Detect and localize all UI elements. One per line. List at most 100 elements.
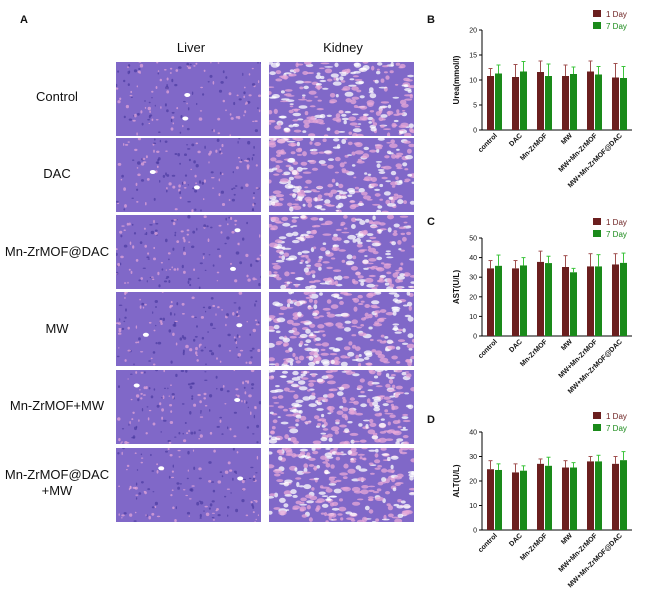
panel-d-bar-7day (620, 460, 627, 530)
panel-b-legend-label-1day: 1 Day (606, 10, 627, 19)
panel-c-bar-7day (620, 262, 627, 336)
panel-c-bar-7day (495, 265, 502, 336)
column-header-liver: Liver (176, 40, 206, 55)
panel-b-x-tick-label: control (477, 132, 499, 154)
panel-b-x-tick-label: Mn-ZrMOF (519, 132, 549, 162)
row-label-mn-zrmof-mw: Mn-ZrMOF+MW (9, 398, 105, 413)
micrograph-kidney-row-5 (269, 370, 414, 444)
panel-b-bar-7day (570, 74, 577, 130)
panel-c-legend-label-7day: 7 Day (606, 230, 627, 239)
row-label-dac: DAC (43, 166, 71, 181)
panel-c-y-tick-label: 10 (469, 314, 477, 321)
panel-b-bar-1day (487, 76, 494, 130)
panel-c-bar-1day (537, 261, 544, 336)
panel-b-bar-1day (562, 76, 569, 130)
panel-d-bar-7day (545, 465, 552, 530)
panel-c-y-tick-label: 0 (473, 334, 477, 341)
panel-d-bar-1day (612, 463, 619, 530)
micrograph-kidney-row-1 (269, 62, 414, 136)
panel-c-x-tick-label: Mn-ZrMOF (519, 338, 549, 368)
panel-b-bar-7day (520, 71, 527, 130)
panel-c-bar-1day (487, 268, 494, 336)
panel-d-bar-1day (587, 461, 594, 530)
panel-c-legend-swatch-7day (593, 230, 601, 237)
panel-d-bar-1day (562, 467, 569, 530)
panel-d-bar-7day (520, 470, 527, 530)
micrograph-kidney-row-3 (269, 215, 414, 289)
panel-c-y-tick-label: 30 (469, 275, 477, 282)
micrograph-kidney-row-2 (269, 138, 414, 212)
row-label-mn-zrmof-dac-mw: Mn-ZrMOF@DAC +MW (4, 467, 110, 498)
panel-b-x-tick-label: MW+Mn-ZrMOF@DAC (567, 132, 624, 189)
panel-b-bar-7day (595, 74, 602, 130)
panel-c-y-tick-label: 50 (469, 236, 477, 243)
panel-d-bar-7day (595, 461, 602, 530)
panel-c-legend-swatch-1day (593, 218, 601, 225)
panel-b-legend-swatch-7day (593, 22, 601, 29)
panel-d-x-tick-label: Mn-ZrMOF (519, 532, 549, 562)
micrograph-liver-row-1 (116, 62, 261, 136)
panel-c-y-tick-label: 40 (469, 255, 477, 262)
panel-b-bar-1day (512, 77, 519, 130)
micrograph-kidney-row-4 (269, 292, 414, 366)
panel-c-bar-7day (545, 263, 552, 336)
panel-d-x-tick-label: control (477, 532, 499, 554)
panel-b-y-tick-label: 15 (469, 53, 477, 60)
panel-c-x-tick-label: DAC (508, 338, 524, 354)
panel-c-bar-7day (595, 266, 602, 336)
panel-d-y-tick-label: 10 (469, 503, 477, 510)
panel-b-y-tick-label: 10 (469, 78, 477, 85)
panel-a-letter: A (20, 14, 28, 26)
panel-c-x-tick-label: control (477, 338, 499, 360)
micrograph-liver-row-5 (116, 370, 261, 444)
panel-b-y-tick-label: 0 (473, 128, 477, 135)
panel-d-bar-1day (537, 463, 544, 530)
panel-b-legend-swatch-1day (593, 10, 601, 17)
panel-d-legend-label-1day: 1 Day (606, 412, 627, 421)
panel-d-legend-label-7day: 7 Day (606, 424, 627, 433)
panel-d-letter: D (427, 414, 435, 426)
panel-c-bar-1day (612, 264, 619, 336)
panel-b-letter: B (427, 14, 435, 26)
micrograph-liver-row-4 (116, 292, 261, 366)
micrograph-liver-row-2 (116, 138, 261, 212)
panel-b-x-tick-label: DAC (508, 132, 524, 148)
panel-b-bar-7day (495, 73, 502, 130)
panel-b-bar-1day (587, 71, 594, 130)
panel-d-x-tick-label: MW (560, 532, 574, 546)
panel-d-y-tick-label: 20 (469, 479, 477, 486)
panel-b-bar-7day (545, 76, 552, 130)
panel-d-bar-1day (512, 472, 519, 530)
panel-d-legend-swatch-1day (593, 412, 601, 419)
panel-c-y-axis-label: AST(U/L) (452, 270, 461, 305)
panel-d-bar-7day (495, 469, 502, 530)
panel-d-y-axis-label: ALT(U/L) (452, 464, 461, 498)
micrograph-kidney-row-6 (269, 448, 414, 522)
panel-d-y-tick-label: 0 (473, 528, 477, 535)
panel-b-y-tick-label: 5 (473, 103, 477, 110)
panel-d-y-tick-label: 30 (469, 454, 477, 461)
panel-d-y-tick-label: 40 (469, 430, 477, 437)
panel-b-bar-7day (620, 78, 627, 130)
panel-b-bar-1day (612, 77, 619, 130)
row-label-control: Control (36, 89, 78, 104)
panel-b-y-tick-label: 20 (469, 28, 477, 35)
panel-c-bar-1day (562, 267, 569, 336)
panel-c-x-tick-label: MW+Mn-ZrMOF@DAC (567, 338, 624, 395)
panel-d-bar-1day (487, 469, 494, 530)
panel-b-y-axis-label: Urea(mmol/l) (452, 55, 461, 104)
panel-c-legend-label-1day: 1 Day (606, 218, 627, 227)
panel-c-bar-1day (587, 266, 594, 336)
panel-c-bar-7day (520, 265, 527, 336)
micrograph-liver-row-6 (116, 448, 261, 522)
panel-d-x-tick-label: MW+Mn-ZrMOF@DAC (567, 532, 624, 589)
panel-c-letter: C (427, 216, 435, 228)
panel-b-legend-label-7day: 7 Day (606, 22, 627, 31)
panel-c-bar-7day (570, 272, 577, 336)
panel-c-bar-1day (512, 268, 519, 336)
panel-b-bar-1day (537, 72, 544, 130)
panel-c-x-tick-label: MW (560, 338, 574, 352)
panel-d-x-tick-label: DAC (508, 532, 524, 548)
row-label-mw: MW (45, 321, 69, 336)
